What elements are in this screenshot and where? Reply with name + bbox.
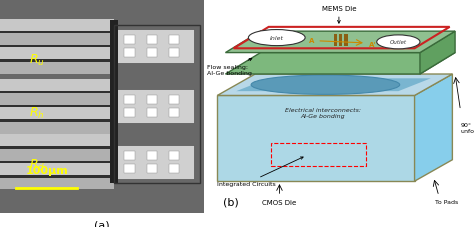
Bar (0, 20, 114, 31)
Bar (147, 109, 157, 117)
Bar (0, 175, 114, 178)
Bar (116, 30, 193, 64)
Bar (0, 120, 114, 122)
Bar (147, 151, 157, 160)
Bar (116, 90, 193, 124)
Bar (0, 91, 114, 94)
Polygon shape (236, 79, 431, 92)
Text: A: A (309, 38, 315, 44)
Bar (0, 161, 114, 163)
Bar (124, 164, 135, 173)
Bar (0, 135, 114, 147)
Bar (0, 147, 114, 149)
Bar (344, 35, 347, 47)
Bar (0, 105, 114, 108)
Polygon shape (226, 53, 455, 75)
Text: Integrated Circuits: Integrated Circuits (217, 157, 303, 186)
Bar (147, 164, 157, 173)
Bar (169, 109, 179, 117)
Bar (0, 46, 114, 48)
Polygon shape (217, 96, 415, 181)
Bar (0, 60, 114, 62)
Bar (339, 35, 342, 47)
Bar (334, 35, 337, 47)
Text: Outlet: Outlet (390, 40, 407, 45)
Bar (124, 109, 135, 117)
Bar (147, 96, 157, 105)
Bar (0, 178, 114, 190)
Bar (116, 145, 193, 179)
Bar (0, 163, 114, 175)
Ellipse shape (251, 76, 400, 95)
Text: $R_d$: $R_d$ (28, 157, 45, 172)
Text: Flow sealing:
Al-Ge bonding: Flow sealing: Al-Ge bonding (207, 59, 252, 76)
Polygon shape (226, 32, 455, 53)
Text: A': A' (369, 41, 376, 47)
Text: Inlet: Inlet (270, 36, 284, 41)
Bar (110, 21, 118, 183)
Text: To Pads: To Pads (435, 199, 459, 204)
Bar (0, 31, 114, 34)
Bar (0, 149, 114, 161)
Bar (124, 96, 135, 105)
Text: Electrical interconnects:
Al-Ge bonding: Electrical interconnects: Al-Ge bonding (285, 108, 361, 118)
Bar (147, 49, 157, 58)
Text: (a): (a) (94, 220, 109, 227)
Text: 100μm: 100μm (26, 165, 68, 175)
Bar (0, 34, 114, 46)
Bar (169, 96, 179, 105)
Bar (169, 164, 179, 173)
Bar (0, 62, 114, 74)
Bar (169, 49, 179, 58)
Polygon shape (415, 75, 452, 181)
Bar (147, 36, 157, 45)
Bar (114, 26, 200, 183)
Bar (169, 36, 179, 45)
Text: 90°
unfold: 90° unfold (460, 123, 474, 133)
Text: MEMS Die: MEMS Die (322, 6, 356, 24)
Polygon shape (420, 32, 455, 75)
Ellipse shape (377, 36, 420, 50)
Text: CMOS Die: CMOS Die (262, 199, 297, 205)
Text: $R_u$: $R_u$ (29, 52, 45, 67)
Bar (124, 49, 135, 58)
Ellipse shape (248, 30, 305, 46)
Bar (0, 108, 114, 120)
Polygon shape (217, 75, 452, 96)
Bar (0, 94, 114, 105)
Bar (124, 36, 135, 45)
Bar (124, 151, 135, 160)
Text: $R_h$: $R_h$ (29, 106, 45, 121)
Bar (0, 122, 114, 134)
Bar (0, 48, 114, 60)
Bar (0, 79, 114, 91)
Bar (169, 151, 179, 160)
Text: (b): (b) (223, 197, 239, 207)
